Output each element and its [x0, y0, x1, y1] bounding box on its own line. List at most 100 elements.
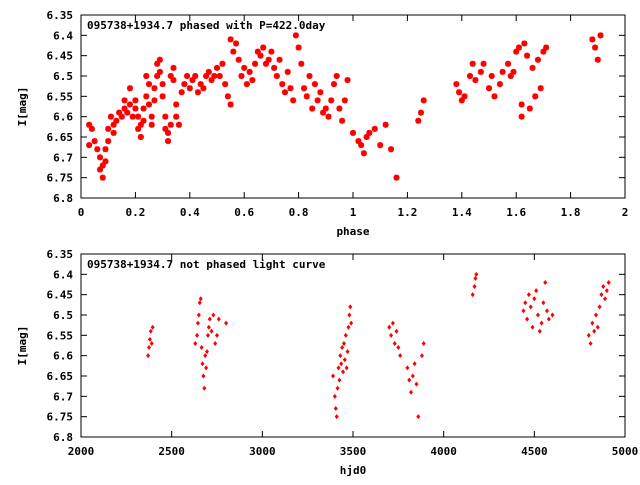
data-point [530, 324, 535, 330]
data-point [331, 373, 336, 379]
data-point [121, 105, 128, 112]
data-point [523, 300, 528, 306]
data-point [197, 300, 202, 306]
data-point [480, 60, 487, 67]
data-point [322, 105, 329, 112]
data-point [595, 324, 600, 330]
data-point [215, 332, 219, 338]
y-tick-label: 6.4 [53, 268, 73, 281]
data-point [206, 324, 211, 330]
data-point [507, 73, 514, 79]
x-tick-label: 2500 [158, 445, 185, 458]
data-point [204, 365, 209, 371]
data-point [154, 60, 161, 67]
data-point [137, 134, 144, 140]
unphased-light-curve-panel: 2000 2500 3000 3500 4000 4500 5000 6.35 6.4 6.45 6… [16, 248, 638, 477]
data-point [150, 324, 155, 330]
data-point [543, 279, 548, 285]
data-point [337, 377, 342, 383]
data-point [601, 284, 606, 290]
data-point [205, 68, 212, 75]
data-point [208, 77, 215, 84]
data-point [473, 275, 478, 281]
y-tick-label: 6.35 [47, 9, 74, 22]
data-point [390, 320, 395, 326]
data-point [458, 97, 465, 104]
y-tick-label: 6.4 [53, 29, 73, 42]
data-point [505, 60, 512, 67]
y-tick-label: 6.65 [47, 370, 74, 383]
data-point [135, 125, 142, 132]
data-point [360, 150, 367, 157]
chart-title: 095738+1934.7 phased with P=422.0day [87, 19, 326, 32]
data-point [147, 336, 152, 342]
data-point [175, 121, 182, 128]
data-point [162, 113, 169, 120]
data-point [363, 134, 370, 140]
data-point [151, 97, 158, 104]
data-point [339, 361, 344, 367]
data-point [91, 138, 98, 145]
data-point [347, 312, 352, 318]
data-point [200, 361, 205, 367]
data-point [604, 288, 609, 294]
data-point [420, 97, 427, 104]
data-point [201, 373, 206, 379]
data-point [227, 101, 234, 108]
data-point [118, 113, 125, 120]
data-point [344, 365, 349, 371]
data-point [393, 174, 400, 181]
y-tick-label: 6.6 [53, 350, 73, 363]
data-point [311, 81, 318, 88]
data-point [170, 64, 177, 71]
data-point [336, 365, 341, 371]
data-point [216, 316, 221, 322]
x-tick-label: 1.2 [397, 206, 417, 219]
data-point [140, 105, 147, 112]
data-point [537, 85, 544, 92]
data-point [140, 117, 147, 124]
data-point [184, 73, 191, 79]
data-point [328, 97, 335, 104]
data-point [344, 77, 351, 84]
plot-frame [80, 253, 626, 438]
data-point [599, 292, 604, 298]
data-point [461, 93, 468, 100]
data-point [167, 121, 174, 128]
data-point [230, 48, 237, 55]
phased-light-curve-panel: 0 0.2 0.4 0.6 0.8 1 1.2 1.4 1.6 1.8 2 6.35 6.4 6.45 6.… [16, 9, 628, 238]
data-point [529, 64, 536, 71]
data-point [415, 117, 422, 124]
data-point [469, 60, 476, 67]
data-point [301, 85, 308, 92]
data-point [350, 129, 356, 136]
data-point [377, 142, 384, 149]
data-point [203, 353, 208, 359]
data-point [470, 292, 475, 298]
data-point [317, 89, 324, 96]
data-point [148, 113, 155, 120]
data-point [121, 97, 128, 104]
data-point [550, 312, 555, 318]
data-point [116, 109, 123, 116]
data-point [202, 385, 207, 391]
y-tick-label: 6.45 [47, 50, 74, 63]
chart-title: 095738+1934.7 not phased light curve [87, 258, 326, 271]
data-point [194, 89, 201, 96]
data-point [589, 36, 596, 43]
data-point [603, 296, 608, 302]
data-point [94, 146, 101, 153]
data-point [271, 64, 278, 71]
data-point [165, 138, 172, 145]
data-point [477, 68, 484, 75]
data-point [165, 129, 172, 136]
data-point [149, 340, 154, 346]
data-point [349, 320, 354, 326]
data-point [336, 105, 343, 112]
data-point [148, 328, 153, 334]
data-point [298, 60, 305, 67]
data-point [110, 129, 117, 136]
data-point [412, 361, 417, 367]
y-tick-label: 6.8 [53, 431, 73, 444]
data-point [421, 340, 426, 346]
